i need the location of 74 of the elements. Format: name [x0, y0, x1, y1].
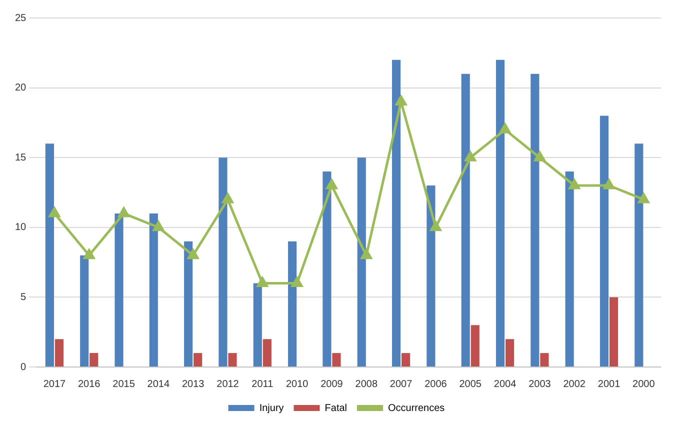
point: [534, 151, 546, 162]
y-tick-label: 5: [20, 292, 27, 303]
x-tick-label: 2001: [598, 378, 621, 390]
bar: [184, 241, 193, 366]
point: [430, 221, 442, 232]
bar: [540, 353, 549, 366]
y-tick-label: 15: [15, 152, 27, 164]
bar: [530, 74, 540, 366]
bar: [194, 353, 202, 366]
point: [48, 207, 60, 218]
point: [326, 179, 338, 190]
x-tick-label: 2015: [112, 378, 136, 390]
x-tick-label: 2014: [147, 378, 170, 390]
point: [568, 179, 580, 190]
bar: [54, 339, 64, 366]
point: [638, 193, 650, 204]
x-tick-label: 2016: [78, 378, 101, 390]
x-tick-label: 2017: [43, 378, 66, 390]
y-tick-label: 25: [15, 12, 27, 24]
bar: [262, 339, 272, 366]
x-tick-label: 2007: [390, 378, 413, 390]
y-tick-label: 20: [15, 82, 27, 94]
bar: [470, 325, 480, 366]
y-tick-label: 10: [15, 222, 27, 234]
bar: [253, 283, 262, 366]
bar: [45, 144, 54, 366]
bar: [114, 213, 124, 366]
x-tick-label: 2005: [459, 378, 482, 390]
point: [360, 249, 372, 260]
bar: [218, 158, 228, 366]
x-tick-label: 2010: [286, 378, 309, 390]
bar: [565, 172, 574, 366]
x-tick-label: 2009: [320, 378, 344, 390]
point: [118, 207, 130, 218]
legend-label: Occurrences: [388, 402, 445, 414]
bar: [357, 158, 366, 366]
x-tick-label: 2004: [494, 378, 517, 390]
point: [291, 276, 303, 287]
x-tick-label: 2000: [632, 378, 656, 390]
legend-label: Injury: [259, 402, 284, 414]
x-tick-label: 2013: [182, 378, 205, 390]
bar: [90, 353, 98, 366]
y-tick-label: 0: [20, 362, 27, 373]
bar: [634, 144, 644, 366]
point: [256, 276, 268, 287]
point: [464, 151, 476, 162]
x-tick-label: 2011: [252, 378, 274, 390]
bar: [322, 172, 332, 366]
bar: [149, 213, 158, 366]
bar: [332, 353, 341, 366]
bar: [600, 116, 609, 366]
bar: [461, 74, 470, 366]
point: [84, 249, 95, 260]
point: [152, 221, 164, 232]
bar: [228, 353, 237, 366]
bar: [392, 60, 401, 366]
bar: [609, 297, 618, 366]
point: [603, 179, 615, 190]
bar: [288, 241, 297, 366]
x-tick-label: 2003: [528, 378, 552, 390]
bar: [506, 339, 514, 366]
bar: [80, 255, 89, 366]
point: [395, 96, 407, 106]
point: [499, 123, 511, 134]
bar: [426, 186, 436, 366]
bar: [402, 353, 410, 366]
x-tick-label: 2006: [424, 378, 448, 390]
legend-label: Fatal: [324, 402, 348, 414]
point: [188, 249, 199, 260]
x-tick-label: 2002: [563, 378, 586, 390]
bar: [496, 60, 505, 366]
x-tick-label: 2012: [216, 378, 240, 390]
x-tick-label: 2008: [355, 378, 378, 390]
point: [222, 193, 234, 204]
